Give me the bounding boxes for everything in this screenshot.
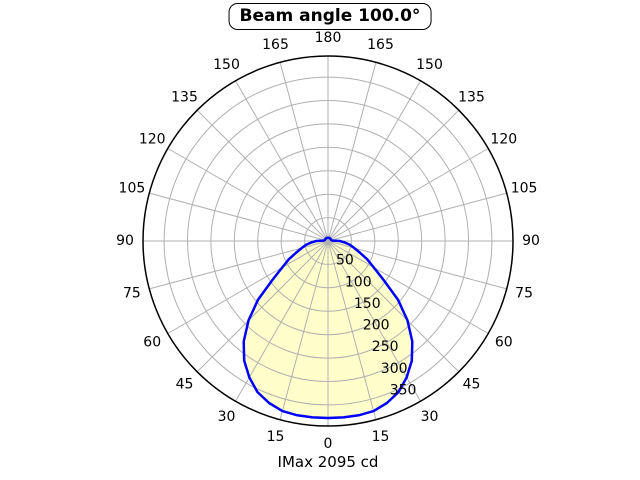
svg-text:60: 60	[143, 335, 161, 351]
svg-text:0: 0	[324, 436, 333, 452]
svg-text:135: 135	[171, 90, 198, 106]
svg-text:165: 165	[367, 37, 394, 53]
svg-text:150: 150	[354, 296, 381, 312]
svg-text:60: 60	[495, 335, 513, 351]
svg-text:100: 100	[345, 274, 372, 290]
svg-text:250: 250	[372, 339, 399, 355]
svg-text:30: 30	[421, 409, 439, 425]
svg-text:135: 135	[458, 90, 485, 106]
svg-text:15: 15	[267, 429, 285, 445]
theta-tick-labels: 0 15 15 30 30 45 45 60 60 75 75 90 90 105 105 120 120 135…	[116, 30, 540, 452]
svg-text:150: 150	[416, 57, 443, 73]
svg-text:45: 45	[463, 377, 481, 393]
svg-text:30: 30	[218, 409, 236, 425]
svg-text:180: 180	[315, 30, 342, 46]
svg-text:105: 105	[119, 181, 146, 197]
outer-circle	[142, 55, 514, 427]
svg-text:150: 150	[213, 57, 240, 73]
svg-text:300: 300	[381, 361, 408, 377]
svg-text:350: 350	[390, 382, 417, 398]
intensity-curve	[242, 236, 414, 420]
svg-text:45: 45	[176, 377, 194, 393]
svg-text:75: 75	[515, 286, 533, 302]
svg-text:90: 90	[116, 233, 134, 249]
svg-text:120: 120	[490, 132, 517, 148]
r-tick-labels: 50 100 150 200 250 300 350	[336, 253, 416, 399]
chart-title: Beam angle 100.0°	[228, 3, 432, 30]
svg-text:90: 90	[522, 233, 540, 249]
imax-label: IMax 2095 cd	[277, 453, 379, 471]
svg-text:15: 15	[372, 429, 390, 445]
svg-text:105: 105	[511, 181, 538, 197]
svg-text:120: 120	[139, 132, 166, 148]
svg-text:50: 50	[336, 253, 354, 269]
svg-text:75: 75	[123, 286, 141, 302]
svg-text:165: 165	[262, 37, 289, 53]
svg-text:200: 200	[363, 318, 390, 334]
polar-grid	[143, 56, 513, 426]
